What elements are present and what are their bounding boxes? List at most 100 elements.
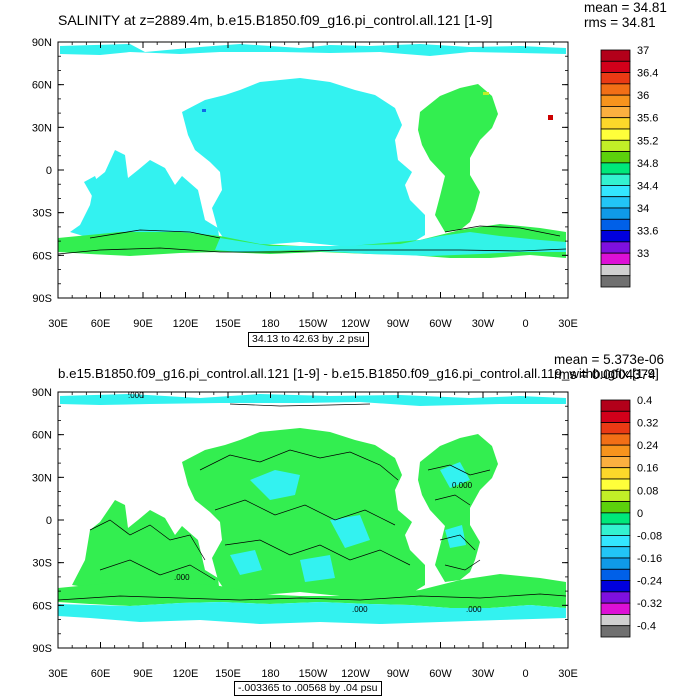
panel1-colorbar-box	[600, 252, 631, 265]
panel1-colorbar-box	[600, 264, 631, 277]
panel2-lon-label: 60W	[429, 668, 452, 680]
panel2-pacific-cyan-patches	[230, 470, 370, 582]
panel1-colorbar-box	[600, 275, 631, 288]
panel1-contour-line	[444, 225, 561, 237]
panel1-ocean-fields	[58, 44, 567, 258]
panel2-lon-label: 180	[261, 668, 279, 680]
panel1-lon-label: 90W	[387, 318, 410, 330]
panel2-colorbar-box	[600, 591, 631, 604]
panel1-colorbar-label: 34.8	[637, 158, 658, 170]
panel2-atlantic-cyan-patches	[440, 462, 470, 548]
panel1-lon-label: 30E	[48, 318, 68, 330]
panel1-colorbar: 37 36.4 36 35.6 35.2 34.8 34.4 34 33.6 33	[600, 45, 658, 288]
panel1-lat-label: 90S	[32, 293, 52, 305]
panel2-colorbar-box	[600, 523, 631, 536]
panel1-colorbar-label: 36	[637, 90, 649, 102]
panel2-colorbar-label: 0.32	[637, 418, 658, 430]
panel1-lon-label: 90E	[133, 318, 153, 330]
panel2-colorbar-box	[600, 580, 631, 593]
panel1-colorbar-box	[600, 162, 631, 175]
panel1-lon-label: 30W	[472, 318, 495, 330]
panel1-mean: mean = 34.81	[584, 0, 667, 15]
panel2-colorbar-box	[600, 602, 631, 615]
panel1-colorbar-box	[600, 151, 631, 164]
panel2-colorbar-label: 0.08	[637, 485, 658, 497]
panel1-colorbar-box	[600, 83, 631, 96]
panel1-colorbar-box	[600, 230, 631, 243]
panel1-colorbar-box	[600, 49, 631, 62]
panel1-lat-label: 60N	[32, 80, 52, 92]
panel2-axes: 90N 60N 30N 0 30S 60S 90S 30E 60E 90E 120E 150E 180 1…	[32, 387, 578, 680]
panel2-stats: mean = 5.373e-06 rms = 0.0004374	[554, 352, 664, 382]
panel2-colorbar-box	[600, 568, 631, 581]
panel1-high-salinity-spot	[548, 115, 553, 120]
panel2-colorbar-box	[600, 546, 631, 559]
panel1-colorbar-box	[600, 117, 631, 130]
panel1-contour-line	[89, 229, 221, 239]
panel1-colorbar-box	[600, 139, 631, 152]
panel2-contour-labels: .000 0.000 .000 .000 .000	[128, 391, 482, 614]
panel1-contour-line	[58, 247, 567, 255]
panel2-colorbar-box	[600, 489, 631, 502]
panel1-lat-label: 30S	[32, 208, 52, 220]
panel2-contour-line	[58, 593, 567, 601]
panel2-lon-label: 90W	[387, 668, 410, 680]
panel1-indian-north	[84, 176, 100, 196]
panel1-lon-label: 120E	[173, 318, 199, 330]
panel2-lon-label: 150E	[215, 668, 241, 680]
panel2-contour-label: .000	[128, 391, 144, 400]
panel1-axes: 90N 60N 30N 0 30S 60S 90S 30E 60E 90E 120E 150E 180 1…	[32, 37, 578, 330]
panel2-colorbar-label: -0.24	[637, 576, 662, 588]
panel2-lon-label: 30E	[48, 668, 68, 680]
panel2-colorbar-label: 0.4	[637, 395, 652, 407]
panel1-colorbar-label: 36.4	[637, 68, 658, 80]
panel2-colorbar-label: -0.4	[637, 621, 656, 633]
panel1-colorbar-label: 33.6	[637, 226, 658, 238]
panel1-colorbar-label: 35.2	[637, 135, 658, 147]
panel2-lat-label: 0	[46, 515, 52, 527]
panel1-colorbar-label: 34	[637, 203, 649, 215]
panel2-contour-label: .000	[352, 605, 368, 614]
panel1-lat-label: 60S	[32, 250, 52, 262]
panel1-colorbar-box	[600, 94, 631, 107]
panel2-lon-label: 120W	[341, 668, 370, 680]
panel1-arctic-ocean	[60, 44, 566, 56]
panel2-colorbar-box	[600, 478, 631, 491]
panel1-lon-label: 150W	[299, 318, 328, 330]
panel2-colorbar-box	[600, 614, 631, 627]
panel2-lat-label: 30N	[32, 472, 52, 484]
panel1-map: 90N 60N 30N 0 30S 60S 90S 30E 60E 90E 120E 150E 180 1…	[32, 37, 578, 330]
panel2-contour-line	[199, 449, 411, 566]
panel1-lon-label: 180	[261, 318, 279, 330]
panel2-colorbar-box	[600, 535, 631, 548]
panel1-colorbar-box	[600, 241, 631, 254]
panel2-colorbar-box	[600, 456, 631, 469]
panel1-colorbar-label: 37	[637, 45, 649, 57]
panel1-blue-spot	[202, 109, 206, 112]
panel1-colorbar-box	[600, 185, 631, 198]
panel2-contour-line	[89, 519, 216, 581]
panel2-contour-line	[229, 403, 371, 407]
panel1-colorbar-box	[600, 207, 631, 220]
panel2-lon-label: 90E	[133, 668, 153, 680]
panel2-lon-label: 30E	[558, 668, 578, 680]
panel2-contour-label: .000	[174, 573, 190, 582]
panel2-colorbar-box	[600, 501, 631, 514]
panel2-lat-label: 90N	[32, 387, 52, 399]
panel2-lon-label: 120E	[173, 668, 199, 680]
panel2-lat-label: 30S	[32, 558, 52, 570]
panel1-range-label: 34.13 to 42.63 by .2 psu	[248, 332, 369, 347]
panel2-lat-label: 60S	[32, 600, 52, 612]
panel1-colorbar-box	[600, 173, 631, 186]
panel2-contour-line	[427, 464, 491, 571]
panel1-colorbar-box	[600, 128, 631, 141]
panel1-lat-label: 30N	[32, 122, 52, 134]
panel2-colorbar-label: 0	[637, 508, 643, 520]
panel2-contour-label: .000	[466, 605, 482, 614]
panel1-lon-label: 30E	[558, 318, 578, 330]
panel2-ocean-fields	[58, 394, 567, 624]
panel2-lat-label: 90S	[32, 643, 52, 655]
panel2-contour-label: 0.000	[452, 481, 473, 490]
panel2-colorbar-label: 0.16	[637, 463, 658, 475]
